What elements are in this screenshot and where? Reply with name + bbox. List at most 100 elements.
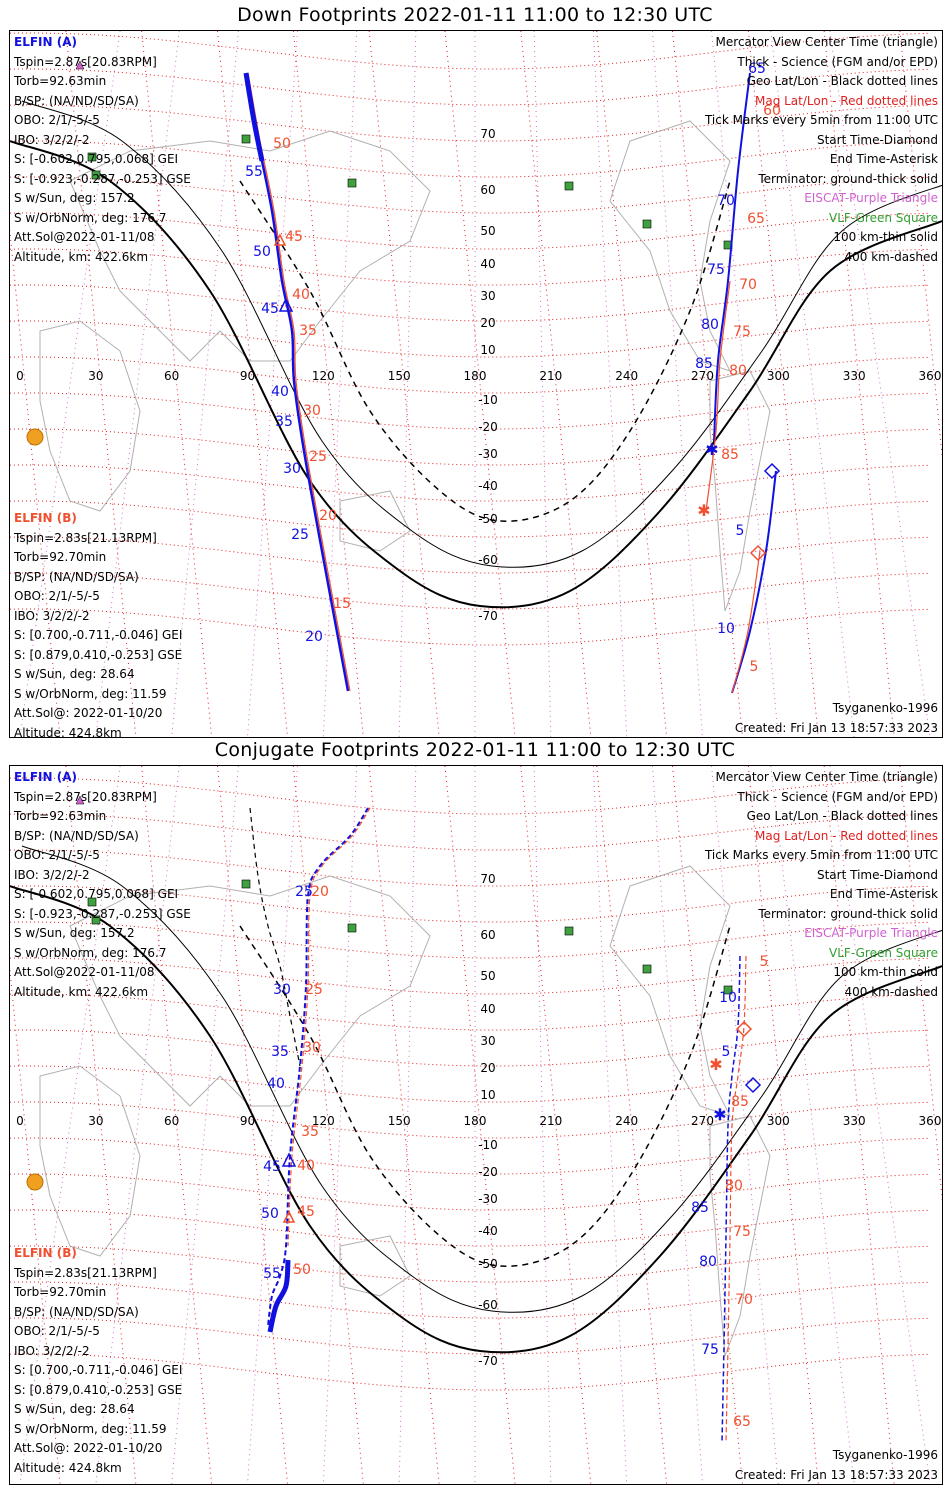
elfin-b-line: Tspin=2.83s[21.13RPM]: [14, 1265, 157, 1280]
latitude-label: 30: [480, 1034, 495, 1048]
sun-icon: [26, 1173, 44, 1191]
elfin-a-line: S w/Sun, deg: 157.2: [14, 926, 135, 940]
elfin-a-start-diamond: [763, 462, 781, 480]
elfin-b-tick-label: 75: [733, 324, 751, 340]
elfin-b-line: S w/Sun, deg: 28.64: [14, 1402, 135, 1416]
elfin-a-line: OBO: 2/1/-5/-5: [14, 848, 100, 862]
mag-longitude-line: [520, 766, 592, 1484]
mag-longitude-line: [672, 766, 743, 1484]
mag-longitude-line: [368, 766, 440, 1484]
elfin-a-tick-label: 50: [261, 1206, 279, 1222]
longitude-label: 60: [164, 369, 179, 383]
latitude-label: -40: [478, 479, 498, 493]
longitude-label: 0: [16, 369, 24, 383]
elfin-b-tick-label: 85: [731, 1094, 749, 1110]
latitude-label: -60: [478, 553, 498, 567]
mag-latitude-line: [10, 993, 931, 1031]
longitude-label: 30: [88, 1114, 103, 1128]
mag-longitude-line: [65, 766, 137, 1484]
elfin-a-tick-label: 45: [261, 301, 279, 317]
elfin-a-tick-label: 30: [273, 982, 291, 998]
elfin-b-line: IBO: 3/2/2/-2: [14, 608, 90, 623]
legend-item: 100 km-thin solid: [833, 230, 938, 244]
longitude-label: 240: [615, 369, 638, 383]
mag-latitude-line: [10, 68, 931, 106]
longitude-label: 150: [388, 1114, 411, 1128]
mag-latitude-line: [10, 813, 931, 851]
mag-latitude-line: [10, 957, 931, 995]
terminator-ground: [10, 140, 942, 609]
elfin-b-track-west: [247, 72, 351, 692]
elfin-b-tick-label: 80: [725, 1178, 743, 1194]
elfin-b-tick-label: 5: [750, 659, 759, 675]
mag-longitude-line: [368, 31, 440, 737]
longitude-label: 30: [88, 369, 103, 383]
map-plot: 0 30 60 90 120 150 180 210 240 270 300 330 360 70 60 50…: [10, 31, 942, 737]
legend-item: VLF-Green Square: [829, 210, 938, 225]
longitude-label: 330: [843, 1114, 866, 1128]
elfin-a-tick-label: 80: [701, 317, 719, 333]
elfin-a-line: Altitude, km: 422.6km: [14, 249, 149, 264]
elfin-b-end-asterisk: ✱: [697, 501, 710, 520]
vlf-station-square: [642, 964, 652, 974]
elfin-b-tick-label: 45: [297, 1204, 315, 1220]
elfin-a-tick-label: 55: [263, 1266, 281, 1282]
elfin-a-tick-label: 35: [275, 414, 293, 430]
longitude-label: 360: [919, 1114, 942, 1128]
legend-item: End Time-Asterisk: [829, 152, 938, 166]
longitude-label: 180: [464, 1114, 487, 1128]
mag-latitude-line: [10, 500, 931, 538]
elfin-b-line: S w/OrbNorm, deg: 11.59: [14, 686, 167, 701]
longitude-label: 180: [464, 369, 487, 383]
geo-longitude-line: [770, 31, 855, 737]
longitude-label: 240: [615, 1114, 638, 1128]
elfin-a-tick-label: 30: [283, 461, 301, 477]
elfin-b-line: Altitude: 424.8km: [14, 725, 122, 738]
latitude-label: 20: [480, 1061, 495, 1075]
created-label: Created: Fri Jan 13 18:57:33 2023: [734, 721, 938, 735]
legend-item: Tick Marks every 5min from 11:00 UTC: [704, 113, 938, 127]
elfin-b-tick-label: 35: [299, 323, 317, 339]
elfin-b-tick-label: 15: [333, 596, 351, 612]
elfin-a-line: S: [-0.602,0.795,0.068] GEI: [14, 887, 179, 901]
longitude-label: 120: [312, 1114, 335, 1128]
elfin-b-tick-label: 35: [301, 1124, 319, 1140]
elfin-b-line: Torb=92.70min: [14, 550, 107, 564]
elfin-b-line: OBO: 2/1/-5/-5: [14, 1324, 100, 1338]
vlf-station-square: [91, 915, 101, 925]
longitude-label: 300: [767, 1114, 790, 1128]
geo-longitude-line: [711, 766, 779, 1484]
elfin-b-tick-label: 45: [285, 229, 303, 245]
elfin-b-tick-label: 5: [760, 954, 769, 970]
elfin-b-line: IBO: 3/2/2/-2: [14, 1343, 90, 1358]
latitude-label: 70: [480, 872, 495, 886]
legend-item: VLF-Green Square: [829, 945, 938, 960]
latitude-label: 70: [480, 127, 495, 141]
elfin-b-line: Altitude: 424.8km: [14, 1460, 122, 1475]
elfin-b-tick-label: 85: [721, 447, 739, 463]
mag-latitude-line: [10, 1245, 931, 1283]
geo-longitude-line: [171, 766, 239, 1484]
longitude-label: 360: [919, 369, 942, 383]
latitude-label: 40: [480, 1002, 495, 1016]
elfin-b-line: Torb=92.70min: [14, 1285, 107, 1299]
elfin-a-line: Altitude, km: 422.6km: [14, 984, 149, 999]
elfin-a-tick-label: 75: [701, 1342, 719, 1358]
latitude-label: -30: [478, 1192, 498, 1206]
mag-latitude-line: [10, 140, 931, 178]
mag-latitude-line: [10, 777, 931, 815]
legend-item: 400 km-dashed: [844, 984, 938, 999]
latitude-label: 60: [480, 928, 495, 942]
coastline: [339, 1235, 411, 1297]
elfin-a-line: IBO: 3/2/2/-2: [14, 867, 90, 882]
latitude-label: 40: [480, 257, 495, 271]
mag-latitude-line: [10, 32, 931, 70]
elfin-a-info: ELFIN (A) Tspin=2.87s[20.83RPM] Torb=92.…: [14, 33, 191, 267]
latitude-label: -40: [478, 1224, 498, 1238]
geo-longitude-line: [398, 31, 417, 737]
legend-item: Mag Lat/Lon - Red dotted lines: [754, 93, 938, 108]
elfin-b-tick-label: 40: [297, 1158, 315, 1174]
elfin-a-center-triangle: [278, 297, 294, 312]
elfin-a-line: B/SP: (NA/ND/SD/SA): [14, 828, 139, 843]
elfin-a-line: Att.Sol@2022-01-11/08: [14, 965, 155, 979]
